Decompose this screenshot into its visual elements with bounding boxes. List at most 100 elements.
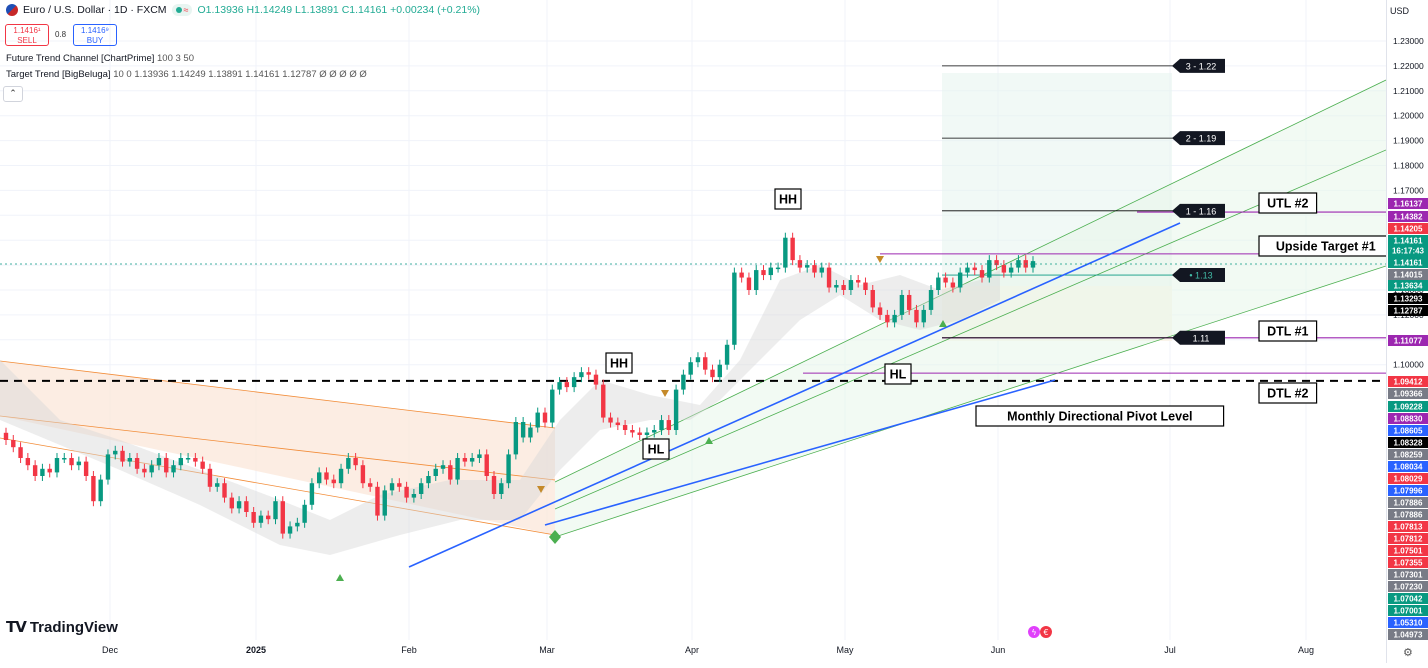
candle-body <box>244 501 249 512</box>
target-label-box <box>1172 268 1225 283</box>
price-tag <box>1388 545 1428 556</box>
candle-body <box>746 277 752 290</box>
candle-body <box>615 422 621 426</box>
price-tag-label: 1.08605 <box>1394 427 1423 436</box>
bull-channel-mid <box>554 149 1387 510</box>
annotation-label: UTL #2 <box>1267 197 1308 211</box>
indicator-target-trend[interactable]: Target Trend [BigBeluga] 10 0 1.13936 1.… <box>6 69 367 80</box>
signal-up-icon <box>939 320 947 327</box>
price-tag <box>1388 497 1428 508</box>
market-open-icon <box>175 7 182 13</box>
settings-gear-icon[interactable]: ⚙ <box>1403 647 1413 659</box>
annotation-label: HL <box>648 443 665 457</box>
candle-body <box>91 476 96 502</box>
candle-body <box>47 468 52 473</box>
chart-canvas[interactable]: 3 - 1.22 2 - 1.19 1 - 1.16 • 1.13 1.11 HH HH HL… <box>0 0 1394 663</box>
candle-body <box>222 483 227 498</box>
candle-body <box>32 465 38 476</box>
candle-body <box>462 458 468 462</box>
candle-body <box>579 372 584 378</box>
candle-body <box>455 458 460 480</box>
candle-body <box>164 458 169 473</box>
candle-body <box>855 280 861 283</box>
candle-body <box>768 267 773 276</box>
collapse-legend-button[interactable]: ⌃ <box>3 86 23 102</box>
price-tag <box>1388 269 1428 280</box>
candle-body <box>440 465 446 469</box>
price-tag-label: 1.07812 <box>1394 535 1423 544</box>
candle-body <box>375 486 380 516</box>
candle-body <box>171 465 176 473</box>
candle-body <box>404 486 409 498</box>
candle-body <box>426 476 431 484</box>
candle-body <box>936 277 941 290</box>
currency-label[interactable]: USD <box>1390 6 1410 16</box>
price-chart[interactable]: 3 - 1.22 2 - 1.19 1 - 1.16 • 1.13 1.11 HH HH HL… <box>0 0 1394 663</box>
price-tag <box>1388 401 1428 412</box>
candle-body <box>418 483 424 494</box>
annotation-box <box>1258 192 1318 214</box>
x-tick-label: Apr <box>685 645 699 655</box>
volatility-band <box>0 265 1000 555</box>
price-tag <box>1388 376 1428 387</box>
candle-body <box>98 479 103 502</box>
candle-body <box>892 314 897 323</box>
signal-down-icon <box>537 486 545 493</box>
buy-label: BUY <box>86 36 104 45</box>
candle-body <box>331 479 336 484</box>
market-status-pill[interactable]: ≈ <box>171 4 193 16</box>
candle-body <box>703 357 708 370</box>
price-tag <box>1388 461 1428 472</box>
currency-flag-icon <box>6 4 18 16</box>
indicator-future-trend-channel[interactable]: Future Trend Channel [ChartPrime] 100 3 … <box>6 53 194 64</box>
symbol-header: Euro / U.S. Dollar · 1D · FXCM ≈ O1.1393… <box>6 4 480 16</box>
buy-price: 1.1416⁹ <box>81 26 109 35</box>
price-tag <box>1388 235 1428 257</box>
price-tag-label: 1.07001 <box>1394 607 1423 616</box>
price-axis-canvas: 1.23000 1.22000 1.21000 1.20000 1.19000 1.180… <box>1388 36 1428 640</box>
candle-body <box>943 277 948 283</box>
candle-body <box>200 461 205 469</box>
candle-body <box>207 468 213 487</box>
price-tag-label: 1.07886 <box>1394 511 1423 520</box>
candle-body <box>688 362 693 375</box>
candle-body <box>316 472 322 484</box>
price-tag-label: 1.16137 <box>1394 200 1423 209</box>
candle-body <box>775 267 781 270</box>
price-tag-label: 1.09366 <box>1394 390 1423 399</box>
candle-body <box>790 237 795 261</box>
candle-body <box>710 369 715 378</box>
events-badge-icon[interactable]: ϟ € <box>1027 625 1055 639</box>
annotation-box <box>774 188 802 210</box>
buy-button[interactable]: 1.1416⁹ BUY <box>73 24 117 46</box>
candle-body <box>25 458 31 466</box>
candle-body <box>863 282 868 290</box>
candle-body <box>601 384 606 418</box>
price-axis[interactable]: 1.23000 1.22000 1.21000 1.20000 1.19000 1.180… <box>1386 0 1428 663</box>
candle-body <box>841 285 846 290</box>
trend-line-main <box>408 222 1181 568</box>
price-tag <box>1388 569 1428 580</box>
candle-body <box>142 468 147 473</box>
diamond-marker-icon <box>549 530 561 544</box>
candle-body <box>754 270 759 290</box>
candle-body <box>127 458 133 462</box>
candle-body <box>18 447 23 458</box>
price-tag <box>1388 335 1428 346</box>
annotation-box <box>884 363 912 385</box>
indicator-params: 100 3 50 <box>157 53 194 64</box>
price-tag <box>1388 473 1428 484</box>
price-tag <box>1388 557 1428 568</box>
symbol-title[interactable]: Euro / U.S. Dollar · 1D · FXCM <box>23 4 167 16</box>
sell-button[interactable]: 1.1416¹ SELL <box>5 24 49 46</box>
price-tag-label: 1.13634 <box>1394 282 1423 291</box>
tradingview-logo[interactable]: 𝗧𝗩 TradingView <box>6 618 118 637</box>
candle-body <box>69 458 74 466</box>
target-label-box <box>1172 58 1225 73</box>
y-tick-label: 1.23000 <box>1393 36 1424 46</box>
candle-body <box>637 432 642 435</box>
candle-body <box>717 364 723 378</box>
target-label-box <box>1172 203 1225 218</box>
candle-body <box>1001 265 1007 273</box>
price-tag-label: 16:17:43 <box>1392 247 1425 256</box>
